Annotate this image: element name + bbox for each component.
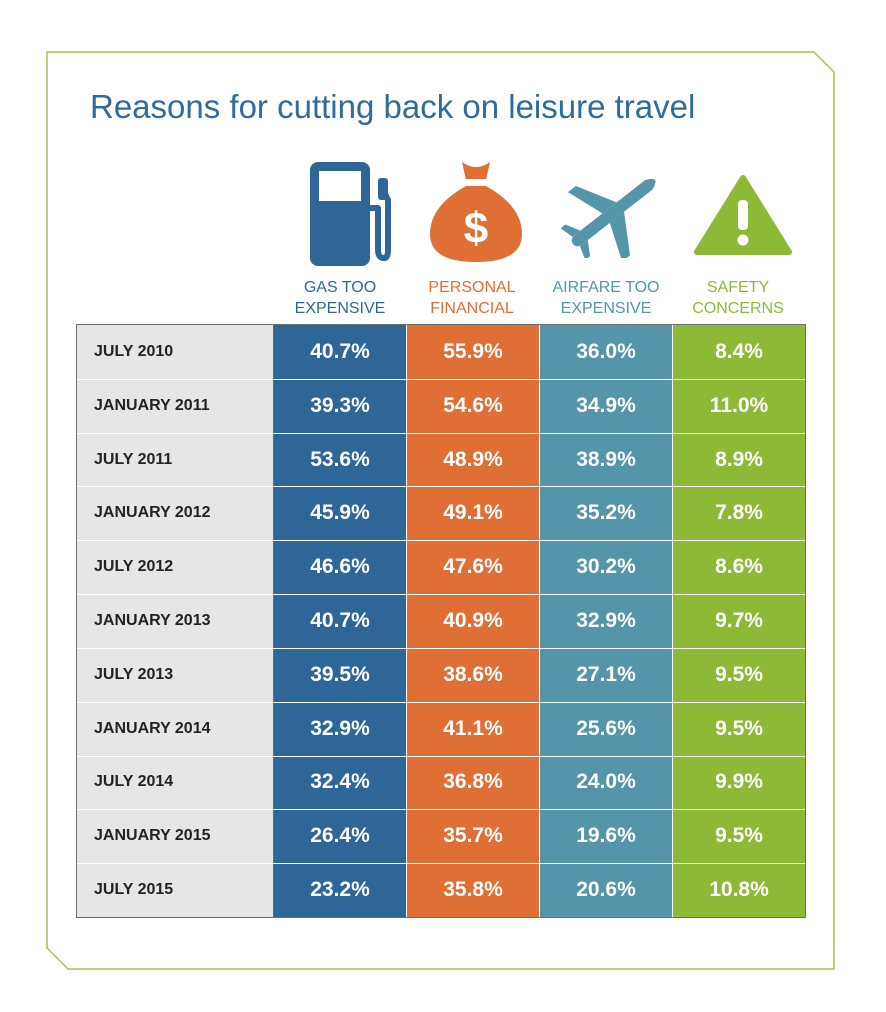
row-label: JANUARY 2014: [77, 701, 274, 756]
value-cell-safety: 9.9%: [673, 755, 805, 810]
value-cell-safety: 8.6%: [673, 540, 805, 595]
value-cell-gas: 23.2%: [274, 863, 407, 917]
value-cell-safety: 8.9%: [673, 432, 805, 487]
table-row: JANUARY 2013 40.7% 40.9% 32.9% 9.7%: [77, 594, 805, 648]
row-divider: [77, 647, 805, 649]
chart-title: Reasons for cutting back on leisure trav…: [90, 88, 696, 125]
value-cell-personal: 38.6%: [407, 647, 540, 702]
value-cell-gas: 32.9%: [274, 701, 407, 756]
value-cell-personal: 35.8%: [407, 863, 540, 917]
table-row: JULY 2014 32.4% 36.8% 24.0% 9.9%: [77, 755, 805, 810]
value-cell-airfare: 34.9%: [540, 378, 673, 433]
table-row: JULY 2010 40.7% 55.9% 36.0% 8.4%: [77, 325, 805, 379]
row-divider: [77, 755, 805, 757]
value-cell-personal: 41.1%: [407, 701, 540, 756]
column-header-safety: SAFETY CONCERNS: [692, 279, 784, 317]
value-cell-personal: 40.9%: [407, 594, 540, 648]
table-row: JANUARY 2015 26.4% 35.7% 19.6% 9.5%: [77, 809, 805, 864]
value-cell-personal: 55.9%: [407, 325, 540, 379]
row-label: JULY 2010: [77, 325, 274, 379]
row-divider: [77, 594, 805, 596]
row-divider: [77, 378, 805, 380]
row-label: JULY 2014: [77, 755, 274, 810]
row-label: JANUARY 2012: [77, 486, 274, 541]
value-cell-airfare: 36.0%: [540, 325, 673, 379]
row-divider: [77, 540, 805, 542]
row-divider: [77, 701, 805, 703]
value-cell-airfare: 38.9%: [540, 432, 673, 487]
value-cell-safety: 11.0%: [673, 378, 805, 433]
value-cell-safety: 7.8%: [673, 486, 805, 541]
table-row: JANUARY 2012 45.9% 49.1% 35.2% 7.8%: [77, 486, 805, 541]
value-cell-airfare: 27.1%: [540, 647, 673, 702]
value-cell-personal: 47.6%: [407, 540, 540, 595]
value-cell-personal: 36.8%: [407, 755, 540, 810]
value-cell-airfare: 32.9%: [540, 594, 673, 648]
value-cell-gas: 46.6%: [274, 540, 407, 595]
value-cell-gas: 32.4%: [274, 755, 407, 810]
column-header-personal: PERSONAL FINANCIAL: [428, 279, 516, 317]
table-row: JANUARY 2011 39.3% 54.6% 34.9% 11.0%: [77, 378, 805, 433]
value-cell-safety: 8.4%: [673, 325, 805, 379]
row-divider: [77, 809, 805, 811]
data-table: JULY 2010 40.7% 55.9% 36.0% 8.4% JANUARY 2011…: [76, 324, 806, 918]
value-cell-safety: 9.5%: [673, 647, 805, 702]
warning-icon: [694, 175, 792, 255]
value-cell-safety: 9.5%: [673, 809, 805, 864]
value-cell-personal: 48.9%: [407, 432, 540, 487]
value-cell-gas: 53.6%: [274, 432, 407, 487]
value-cell-airfare: 35.2%: [540, 486, 673, 541]
airplane-icon: [560, 178, 656, 258]
value-cell-personal: 54.6%: [407, 378, 540, 433]
value-cell-personal: 35.7%: [407, 809, 540, 864]
value-cell-gas: 45.9%: [274, 486, 407, 541]
column-header-airfare: AIRFARE TOO EXPENSIVE: [552, 279, 660, 317]
row-label: JULY 2013: [77, 647, 274, 702]
table-row: JULY 2012 46.6% 47.6% 30.2% 8.6%: [77, 540, 805, 595]
row-divider: [77, 863, 805, 865]
value-cell-safety: 9.5%: [673, 701, 805, 756]
row-label: JANUARY 2011: [77, 378, 274, 433]
row-label: JANUARY 2015: [77, 809, 274, 864]
value-cell-gas: 40.7%: [274, 325, 407, 379]
value-cell-personal: 49.1%: [407, 486, 540, 541]
table-row: JULY 2011 53.6% 48.9% 38.9% 8.9%: [77, 432, 805, 487]
value-cell-gas: 39.5%: [274, 647, 407, 702]
value-cell-airfare: 30.2%: [540, 540, 673, 595]
row-label: JANUARY 2013: [77, 594, 274, 648]
table-row: JANUARY 2014 32.9% 41.1% 25.6% 9.5%: [77, 701, 805, 756]
svg-text:$: $: [464, 204, 488, 253]
money-bag-icon: $: [430, 162, 522, 262]
value-cell-airfare: 24.0%: [540, 755, 673, 810]
value-cell-airfare: 19.6%: [540, 809, 673, 864]
table-row: JULY 2015 23.2% 35.8% 20.6% 10.8%: [77, 863, 805, 917]
value-cell-airfare: 20.6%: [540, 863, 673, 917]
gas-pump-icon: [310, 162, 391, 266]
row-label: JULY 2012: [77, 540, 274, 595]
value-cell-safety: 9.7%: [673, 594, 805, 648]
value-cell-gas: 39.3%: [274, 378, 407, 433]
value-cell-safety: 10.8%: [673, 863, 805, 917]
row-label: JULY 2011: [77, 432, 274, 487]
row-label: JULY 2015: [77, 863, 274, 917]
value-cell-gas: 26.4%: [274, 809, 407, 864]
row-divider: [77, 432, 805, 434]
table-row: JULY 2013 39.5% 38.6% 27.1% 9.5%: [77, 647, 805, 702]
column-header-gas: GAS TOO EXPENSIVE: [294, 279, 386, 317]
row-divider: [77, 486, 805, 488]
value-cell-gas: 40.7%: [274, 594, 407, 648]
value-cell-airfare: 25.6%: [540, 701, 673, 756]
